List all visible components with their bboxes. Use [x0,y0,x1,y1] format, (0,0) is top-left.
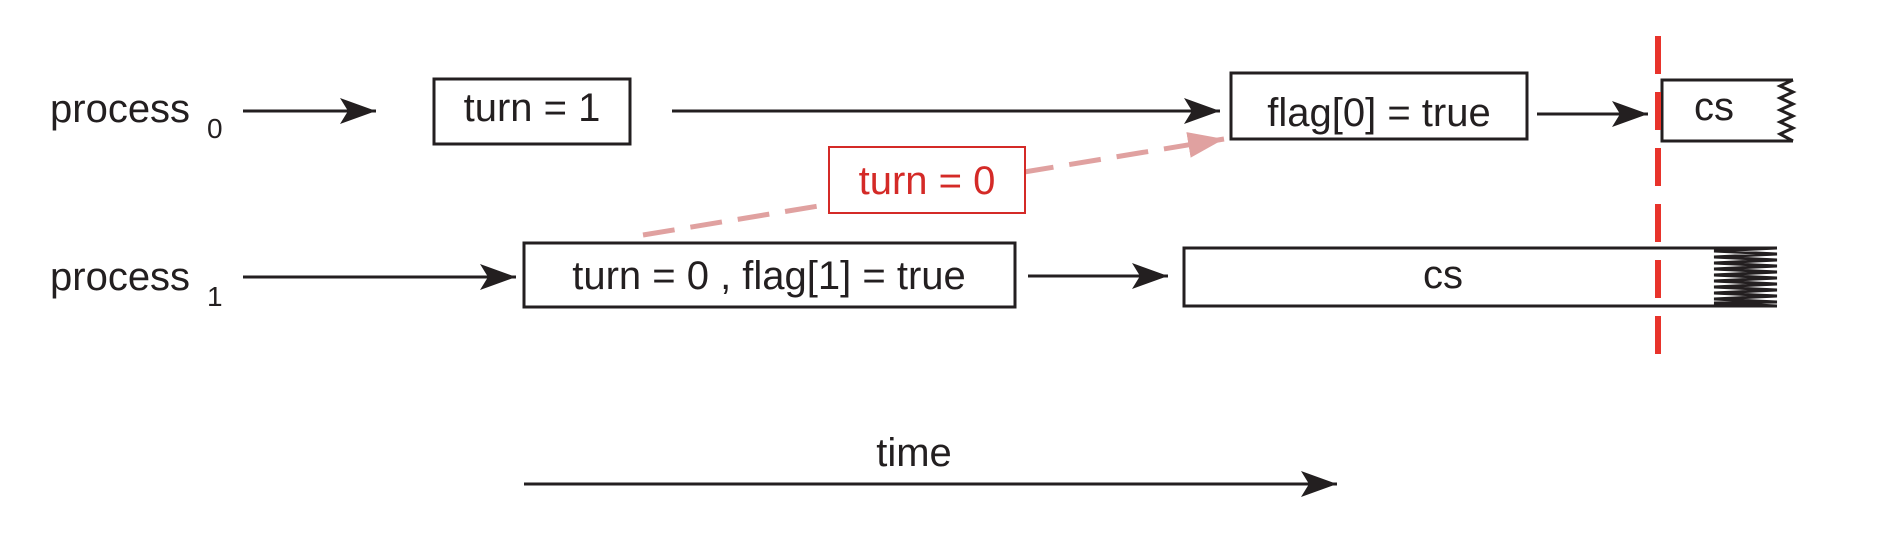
interleave-label-text: turn = 0 [859,159,996,203]
p1-cs-text: cs [1423,253,1463,297]
p1-turn0-flag1-text: turn = 0 , flag[1] = true [572,254,966,298]
p1-cs-zigzag-icon [1713,246,1778,308]
process0-name: process [50,87,190,131]
p0-turn1-box [432,77,632,146]
interleave-label-box [828,146,1026,214]
process1-name: process [50,255,190,299]
p1-cs-box: cs [1182,246,1778,308]
p0-flag0-text: flag[0] = true [1267,91,1490,135]
time-label: time [876,431,952,475]
process0-subscript: 0 [207,113,223,144]
process0-label: process 0 [50,87,223,144]
p0-cs-text: cs [1694,85,1734,129]
p0-cs-box: cs [1660,78,1797,143]
p0-turn1-text: turn = 1 [464,86,601,130]
process1-subscript: 1 [207,281,223,312]
p0-cs-zigzag-icon [1776,78,1797,143]
p0-flag0-box [1229,71,1529,141]
p1-turn0-flag1-box [522,241,1017,309]
process1-label: process 1 [50,255,223,312]
